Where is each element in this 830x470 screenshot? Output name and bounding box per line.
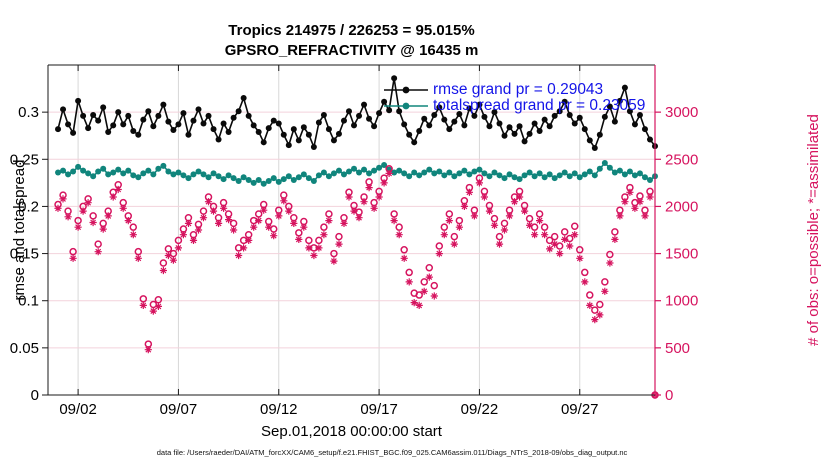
legend-label-rmse: rmse grand pr = 0.29043: [433, 81, 604, 98]
left-y-tick-label: 0.2: [18, 198, 39, 215]
x-axis-label: Sep.01,2018 00:00:00 start: [261, 423, 442, 440]
chart-title-line1: Tropics 214975 / 226253 = 95.015%: [228, 22, 475, 39]
right-y-axis-label: # of obs: o=possible; *=assimilated: [805, 114, 822, 346]
right-y-tick-label: 2500: [665, 151, 698, 168]
series-possible: [54, 164, 659, 399]
right-y-tick-label: 3000: [665, 104, 698, 121]
right-y-tick-label: 1500: [665, 246, 698, 263]
x-tick-label: 09/27: [561, 401, 599, 418]
tick-labels: 09/02 09/07 09/12 09/17 09/22 09/27 0 0.05 0.1 0.…: [10, 104, 699, 418]
rmse-line-marker-icon: [384, 86, 428, 94]
x-tick-label: 09/22: [461, 401, 499, 418]
tick-marks: [42, 65, 661, 396]
x-tick-label: 09/17: [360, 401, 398, 418]
x-tick-label: 09/12: [260, 401, 298, 418]
series-assimilated: [54, 169, 659, 399]
x-tick-label: 09/07: [160, 401, 198, 418]
legend: rmse grand pr = 0.29043 totalspread gran…: [383, 81, 646, 114]
legend-label-totalspread: totalspread grand pr = 0.23059: [433, 97, 646, 114]
x-tick-label: 09/02: [59, 401, 97, 418]
left-y-tick-label: 0.1: [18, 293, 39, 310]
right-y-tick-label: 500: [665, 340, 690, 357]
right-y-tick-label: 1000: [665, 293, 698, 310]
left-y-tick-label: 0.15: [10, 246, 39, 263]
data-file-path: data file: /Users/raeder/DAI/ATM_forcXX/…: [156, 448, 628, 457]
chart-title-line2: GPSRO_REFRACTIVITY @ 16435 m: [224, 42, 479, 59]
left-y-tick-label: 0: [31, 387, 39, 404]
legend-row-totalspread: totalspread grand pr = 0.23059: [383, 97, 646, 114]
legend-row-rmse: rmse grand pr = 0.29043: [383, 81, 645, 98]
left-y-tick-label: 0.25: [10, 151, 39, 168]
left-y-axis-label: rmse and totalspread: [11, 159, 28, 301]
left-y-tick-label: 0.3: [18, 104, 39, 121]
totalspread-line-marker-icon: [384, 102, 428, 110]
axes: [47, 64, 656, 396]
right-y-tick-label: 0: [665, 387, 673, 404]
left-y-tick-label: 0.05: [10, 340, 39, 357]
series-rmse: [55, 75, 658, 151]
series-totalspread: [55, 160, 658, 187]
right-y-tick-label: 2000: [665, 198, 698, 215]
